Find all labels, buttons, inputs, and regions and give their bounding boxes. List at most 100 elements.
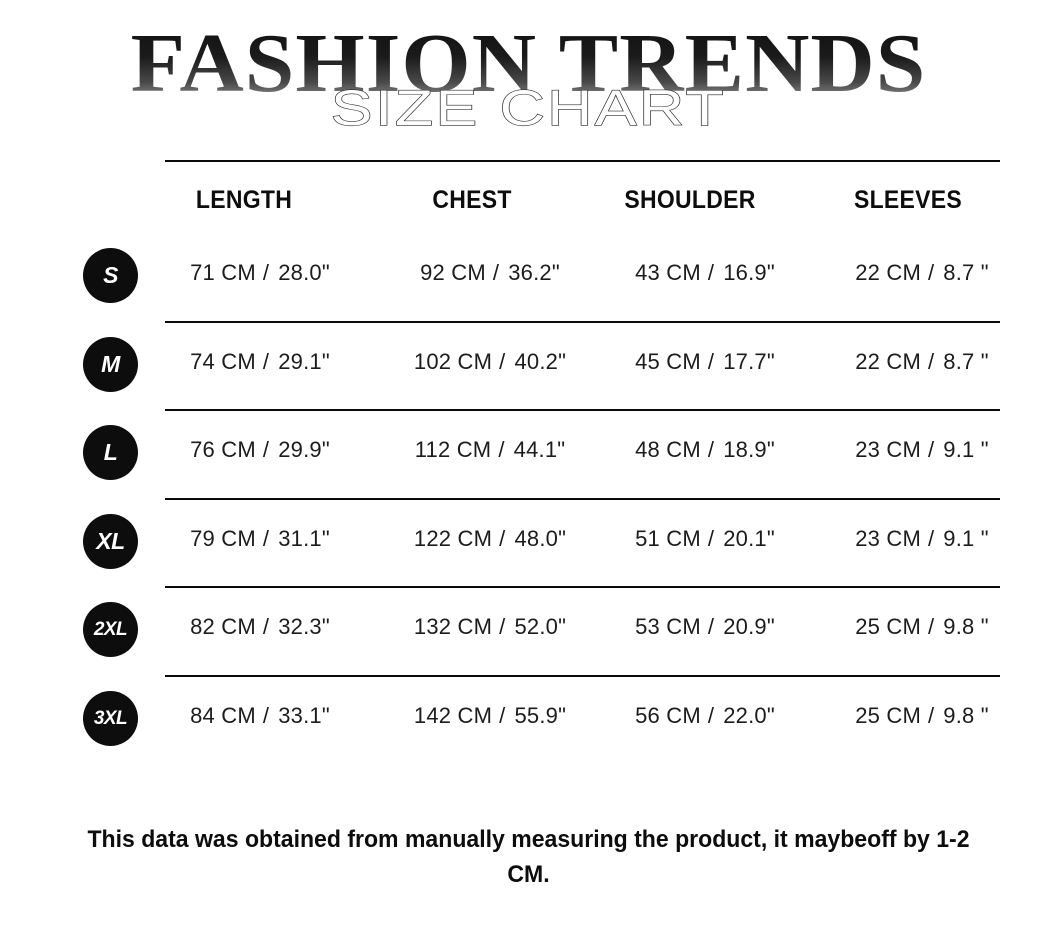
measurement-cell: 43 CM/ 16.9" <box>605 260 805 286</box>
table-row: M 74 CM/29.1" 102 CM/40.2" 45 CM/17.7" 22 CM… <box>0 320 1057 410</box>
measurement-cm: 25 CM <box>855 702 921 728</box>
measurement-inch: 48.0" <box>514 525 567 551</box>
table-header-row: LENGTH CHEST SHOULDER SLEEVES <box>0 160 1057 232</box>
measurement-separator: / <box>492 260 500 285</box>
measurement-inch: 55.9" <box>514 702 567 728</box>
measurement-inch: 8.7 " <box>943 348 989 374</box>
column-header-sleeves: SLEEVES <box>853 186 963 214</box>
measurement-separator: / <box>499 702 506 728</box>
measurement-separator: / <box>927 348 935 374</box>
measurement-cell: 132 CM/ 52.0" <box>390 614 590 640</box>
measurement-cell: 122 CM/ 48.0" <box>390 526 590 552</box>
measurement-cm: 112 CM <box>414 437 492 462</box>
measurement-cm: 71 CM <box>190 260 256 285</box>
measurement-cm: 122 CM <box>413 525 493 551</box>
measurement-cm: 82 CM <box>190 614 256 639</box>
measurement-separator: / <box>262 614 270 639</box>
row-divider <box>165 497 1000 500</box>
table-bottom-rule <box>165 160 1000 162</box>
measurement-cell: 112 CM/ 44.1" <box>390 437 590 463</box>
measurement-inch: 16.9" <box>723 260 775 285</box>
measurement-cell: 25 CM/ 9.8 " <box>822 703 1022 729</box>
measurement-inch: 9.8 " <box>943 614 989 639</box>
measurement-cm: 132 CM <box>413 614 493 639</box>
measurement-cell: 51 CM/ 20.1" <box>605 526 805 552</box>
measurement-cell: 56 CM/ 22.0" <box>605 703 805 729</box>
measurement-cell: 84 CM/ 33.1" <box>160 703 360 729</box>
measurement-cell: 25 CM/ 9.8 " <box>822 614 1022 640</box>
row-divider <box>165 674 1000 677</box>
footer-note: This data was obtained from manually mea… <box>87 826 970 888</box>
row-divider <box>165 586 1000 588</box>
measurement-inch: 8.7 " <box>943 260 989 285</box>
measurement-separator: / <box>707 614 715 639</box>
measurement-cm: 142 CM <box>413 702 493 728</box>
size-badge: XL <box>83 513 138 569</box>
measurement-cell: 45 CM/ 17.7" <box>605 349 805 375</box>
measurement-inch: 18.9" <box>723 437 775 462</box>
measurement-inch: 20.9" <box>723 614 775 639</box>
size-badge: 2XL <box>83 602 138 657</box>
measurement-separator: / <box>707 702 715 728</box>
measurement-cell: 82 CM/ 32.3" <box>160 614 360 640</box>
page-title: FASHION TRENDS <box>0 22 1057 106</box>
size-badge: M <box>83 336 138 392</box>
column-header-length: LENGTH <box>195 186 293 214</box>
measurement-cell: 22 CM/ 8.7 " <box>822 349 1022 375</box>
table-row: S 71 CM/28.0" 92 CM/36.2" 43 CM/16.9" 22 CM /… <box>0 232 1057 321</box>
measurement-cm: 79 CM <box>190 525 256 551</box>
measurement-inch: 9.1 " <box>943 437 989 462</box>
row-divider <box>165 320 1000 323</box>
measurement-cell: 76 CM/ 29.9" <box>160 437 360 463</box>
measurement-inch: 29.1" <box>278 348 330 374</box>
measurement-inch: 32.3" <box>278 614 330 639</box>
measurement-separator: / <box>707 525 715 551</box>
measurement-separator: / <box>707 260 715 285</box>
measurement-inch: 44.1" <box>513 437 566 462</box>
page-subtitle: SIZE CHART <box>330 80 727 136</box>
column-header-shoulder: SHOULDER <box>624 186 756 214</box>
measurement-separator: / <box>927 614 935 639</box>
measurement-cell: 92 CM/ 36.2" <box>390 260 590 286</box>
measurement-cm: 92 CM <box>420 260 486 285</box>
measurement-cm: 23 CM <box>855 437 921 462</box>
measurement-cm: 53 CM <box>635 614 701 639</box>
measurement-inch: 40.2" <box>514 348 567 374</box>
measurement-inch: 17.7" <box>723 348 775 374</box>
measurement-inch: 36.2" <box>508 260 560 285</box>
measurement-cm: 84 CM <box>190 702 256 728</box>
table-row: 3XL 84 CM/33.1" 142 CM/55.9" 56 CM/22.0" 25 … <box>0 674 1057 764</box>
measurement-inch: 33.1" <box>278 702 330 728</box>
measurement-inch: 20.1" <box>723 525 775 551</box>
row-divider <box>165 409 1000 411</box>
measurement-cell: 79 CM/ 31.1" <box>160 526 360 552</box>
measurement-cell: 23 CM/ 9.1 " <box>822 526 1022 552</box>
measurement-separator: / <box>927 702 935 728</box>
table-body: S 71 CM/28.0" 92 CM/36.2" 43 CM/16.9" 22 CM /… <box>0 232 1057 763</box>
measurement-separator: / <box>262 525 270 551</box>
measurement-cell: 48 CM/ 18.9" <box>605 437 805 463</box>
measurement-cell: 102 CM/ 40.2" <box>390 349 590 375</box>
measurement-inch: 29.9" <box>278 437 330 462</box>
measurement-cm: 102 CM <box>413 348 493 374</box>
measurement-separator: / <box>262 260 270 285</box>
measurement-separator: / <box>927 437 935 462</box>
measurement-cm: 25 CM <box>855 614 921 639</box>
measurement-cell: 74 CM/ 29.1" <box>160 349 360 375</box>
measurement-separator: / <box>707 437 715 462</box>
measurement-inch: 9.1 " <box>943 525 989 551</box>
measurement-cm: 22 CM <box>855 260 921 285</box>
measurement-cm: 51 CM <box>635 525 701 551</box>
table-row: L 76 CM/29.9" 112 CM/44.1" 48 CM/18.9" 23 CM… <box>0 409 1057 498</box>
size-badge: 3XL <box>83 690 138 746</box>
measurement-separator: / <box>499 348 506 374</box>
measurement-cm: 45 CM <box>635 348 701 374</box>
measurement-separator: / <box>707 348 715 374</box>
size-badge: S <box>83 248 138 303</box>
measurement-separator: / <box>262 348 270 374</box>
measurement-separator: / <box>262 437 270 462</box>
measurement-cm: 76 CM <box>190 437 256 462</box>
measurement-cm: 48 CM <box>635 437 701 462</box>
measurement-cm: 43 CM <box>635 260 701 285</box>
table-row: XL 79 CM/31.1" 122 CM/48.0" 51 CM/20.1" 23 C… <box>0 497 1057 587</box>
